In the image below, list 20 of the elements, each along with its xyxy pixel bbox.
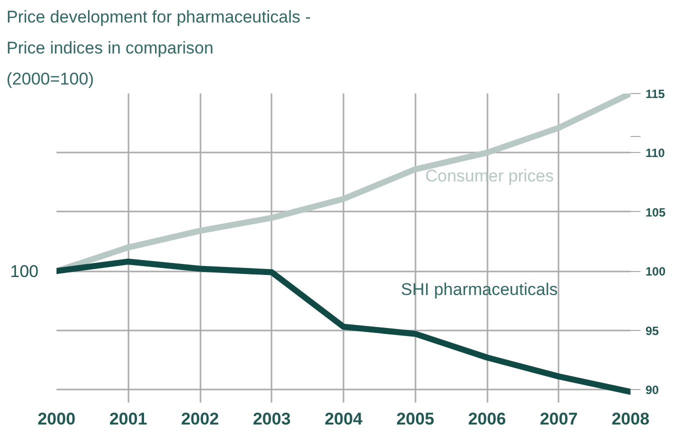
chart-title: Price development for pharmaceuticals - — [6, 8, 311, 26]
text: (2000=100) — [6, 70, 94, 88]
chart-subtitle: Price indices in comparison — [6, 38, 214, 58]
y-tick-label: 105 — [646, 205, 666, 220]
series-label: SHI pharmaceuticals — [400, 280, 558, 299]
x-tick-label: 2003 — [252, 410, 291, 428]
text: 100 — [10, 262, 39, 282]
y-tick-label: 100 — [646, 264, 666, 279]
x-tick-label: 2002 — [181, 410, 219, 428]
x-tick-label: 2001 — [109, 410, 148, 428]
x-tick-label: 2005 — [396, 410, 434, 428]
x-tick-label: 2000 — [38, 410, 76, 428]
y-tick-label: 115 — [646, 87, 666, 101]
x-tick-label: 2008 — [612, 410, 650, 428]
y-tick-label: 90 — [646, 382, 660, 397]
y-tick-label: 95 — [646, 324, 660, 338]
x-tick-label: 2007 — [540, 410, 578, 428]
x-tick-label: 2006 — [468, 410, 506, 428]
y-tick-label: 110 — [646, 146, 666, 160]
x-tick-label: 2004 — [324, 410, 363, 428]
